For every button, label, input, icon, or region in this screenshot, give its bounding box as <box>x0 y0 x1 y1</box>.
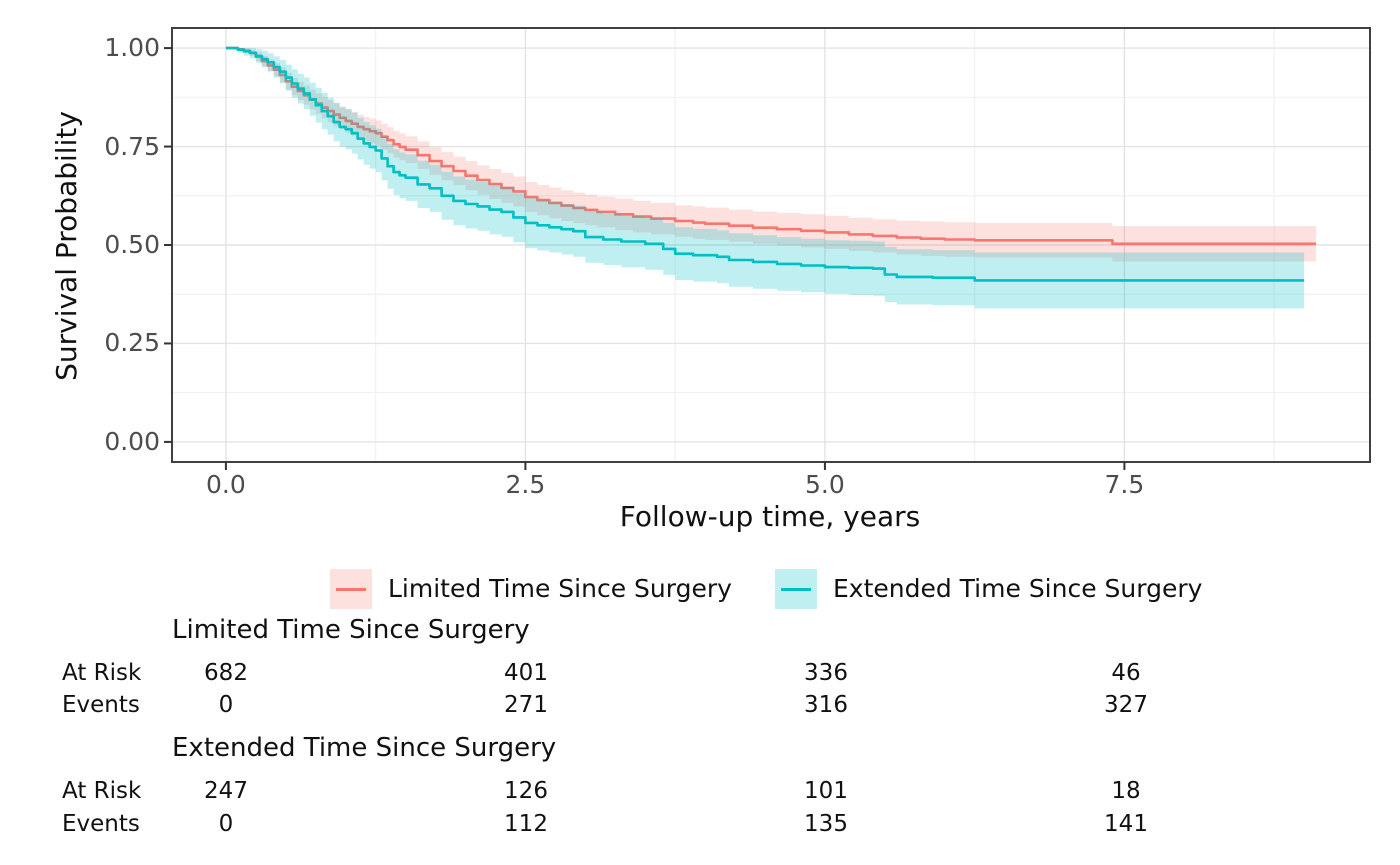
risk-group-header-limited: Limited Time Since Surgery <box>172 615 530 645</box>
risk-cell: 0 <box>218 692 234 718</box>
risk-cell: 682 <box>204 660 248 686</box>
risk-row-label: At Risk <box>62 660 142 686</box>
risk-row-label: At Risk <box>62 778 142 804</box>
legend-line-extended <box>781 587 811 591</box>
risk-cell: 336 <box>804 660 848 686</box>
confidence-band-0 <box>225 48 1317 262</box>
risk-row-label: Events <box>62 811 140 837</box>
risk-cell: 327 <box>1104 692 1148 718</box>
risk-cell: 0 <box>218 811 234 837</box>
legend-swatch-extended <box>775 569 817 609</box>
y-tick-label: 0.50 <box>104 230 160 259</box>
y-axis-title: Survival Probability <box>50 111 83 381</box>
survival-plot-panel <box>164 27 1371 470</box>
risk-row-label: Events <box>62 692 140 718</box>
risk-cell: 112 <box>504 811 548 837</box>
confidence-band-1 <box>225 48 1305 309</box>
y-tick-label: 0.00 <box>104 426 160 456</box>
risk-cell: 271 <box>504 692 548 718</box>
legend-label-limited: Limited Time Since Surgery <box>388 574 732 603</box>
risk-cell: 126 <box>504 778 548 804</box>
risk-cell: 135 <box>804 811 848 837</box>
x-tick-label: 5.0 <box>805 470 845 499</box>
legend-line-limited <box>336 587 366 591</box>
risk-cell: 316 <box>804 692 848 718</box>
survival-curve-1 <box>225 46 1305 282</box>
risk-group-header-extended: Extended Time Since Surgery <box>172 733 557 763</box>
legend-label-extended: Extended Time Since Surgery <box>833 574 1203 603</box>
y-tick-label: 0.25 <box>104 328 160 358</box>
risk-cell: 18 <box>1111 778 1141 804</box>
y-tick-label: 1.00 <box>104 33 160 63</box>
risk-cell: 101 <box>804 778 848 804</box>
risk-cell: 46 <box>1111 660 1141 686</box>
x-tick-label: 0.0 <box>206 470 246 499</box>
x-tick-label: 7.5 <box>1104 470 1145 499</box>
legend-swatch-limited <box>330 569 372 609</box>
x-tick-label: 2.5 <box>505 470 546 499</box>
x-axis-title: Follow-up time, years <box>619 500 921 533</box>
risk-cell: 401 <box>504 660 548 686</box>
risk-cell: 141 <box>1104 811 1148 837</box>
y-tick-label: 0.75 <box>104 131 160 161</box>
risk-cell: 247 <box>204 778 248 804</box>
